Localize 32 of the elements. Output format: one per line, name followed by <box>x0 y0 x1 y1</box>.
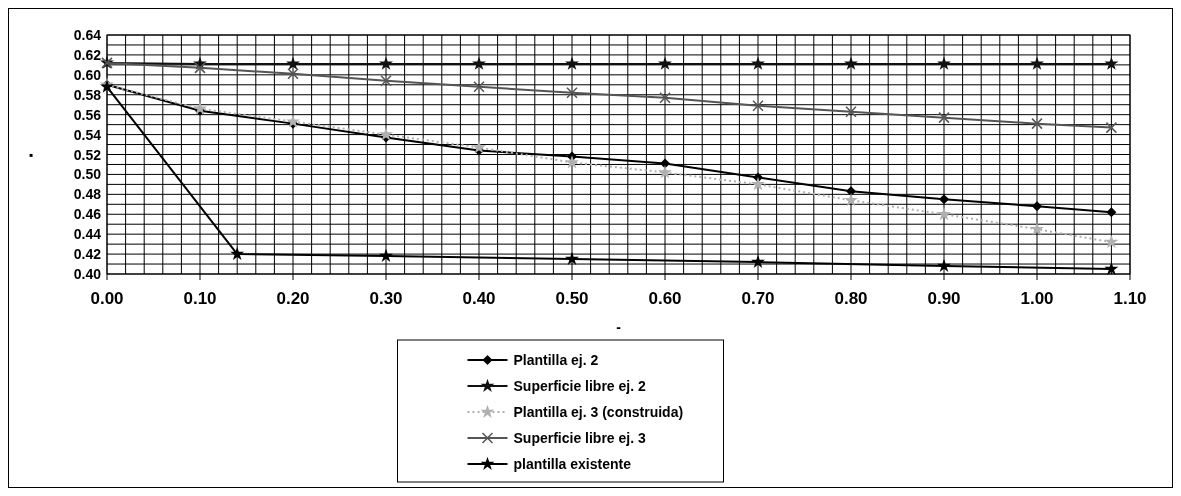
y-tick-label: 0.42 <box>73 246 102 263</box>
legend-label: Plantilla ej. 3 (construida) <box>513 404 684 420</box>
x-tick-label: 0.80 <box>834 289 868 308</box>
x-tick-label: 0.40 <box>462 289 496 308</box>
y-tick-label: 0.56 <box>73 106 102 123</box>
x-tick-label: 1.00 <box>1020 289 1054 308</box>
y-tick-label: 0.58 <box>73 86 102 103</box>
x-tick-label: 0.00 <box>90 289 124 308</box>
y-tick-label: 0.60 <box>73 66 102 83</box>
x-tick-label: 1.10 <box>1113 289 1147 308</box>
x-tick-label: 0.50 <box>555 289 589 308</box>
y-tick-label: 0.54 <box>73 126 102 143</box>
x-tick-label: 0.90 <box>927 289 961 308</box>
y-tick-label: 0.62 <box>73 46 102 63</box>
y-tick-label: 0.48 <box>73 186 102 203</box>
legend-label: Plantilla ej. 2 <box>513 352 599 368</box>
y-tick-label: 0.50 <box>73 166 102 183</box>
x-tick-label: 0.30 <box>369 289 403 308</box>
legend-label: Superficie libre ej. 2 <box>513 378 646 394</box>
x-tick-label: 0.70 <box>741 289 775 308</box>
x-axis-title: - <box>616 319 622 335</box>
x-tick-label: 0.60 <box>648 289 682 308</box>
y-tick-label: 0.52 <box>73 146 102 163</box>
legend-label: Superficie libre ej. 3 <box>513 430 646 446</box>
legend-label: plantilla existente <box>513 456 632 472</box>
x-tick-label: 0.20 <box>276 289 310 308</box>
y-tick-label: 0.46 <box>73 206 102 223</box>
y-tick-label: 0.44 <box>73 226 102 243</box>
y-tick-label: 0.64 <box>73 27 102 43</box>
y-tick-label: 0.40 <box>73 266 102 282</box>
y-axis-title: ▪ <box>28 147 34 162</box>
x-tick-label: 0.10 <box>183 289 217 308</box>
